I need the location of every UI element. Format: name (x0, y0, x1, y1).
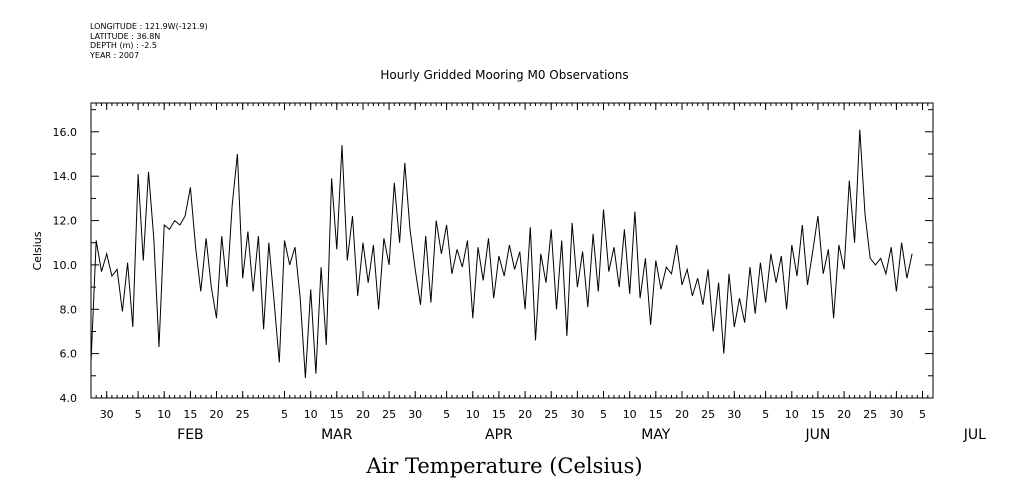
x-month-label: JUN (804, 427, 830, 443)
y-tick-label: 4.0 (60, 392, 78, 405)
x-tick-label: 15 (330, 408, 344, 421)
x-tick-label: 20 (356, 408, 370, 421)
x-tick-label: 10 (304, 408, 318, 421)
chart-title: Hourly Gridded Mooring M0 Observations (380, 68, 629, 82)
longitude-label: LONGITUDE : 121.9W(-121.9) (90, 22, 208, 31)
x-tick-label: 30 (889, 408, 903, 421)
x-tick-label: 5 (762, 408, 769, 421)
y-tick-label: 14.0 (53, 170, 78, 183)
x-tick-label: 25 (701, 408, 715, 421)
x-tick-label: 20 (518, 408, 532, 421)
x-month-label: MAY (641, 427, 671, 443)
x-tick-label: 30 (100, 408, 114, 421)
x-tick-label: 5 (919, 408, 926, 421)
x-month-label: JUL (963, 427, 986, 443)
x-axis-title: Air Temperature (Celsius) (366, 454, 643, 478)
x-tick-label: 20 (837, 408, 851, 421)
x-tick-label: 5 (135, 408, 142, 421)
x-tick-label: 10 (157, 408, 171, 421)
depth-label: DEPTH (m) : -2.5 (90, 41, 157, 50)
x-tick-label: 5 (281, 408, 288, 421)
latitude-label: LATITUDE : 36.8N (90, 31, 161, 41)
x-tick-label: 30 (408, 408, 422, 421)
x-month-label: APR (485, 427, 513, 443)
x-tick-label: 10 (785, 408, 799, 421)
x-tick-label: 5 (443, 408, 450, 421)
y-tick-label: 6.0 (60, 348, 78, 361)
x-tick-label: 30 (570, 408, 584, 421)
y-axis-title: Celsius (31, 231, 44, 270)
x-tick-label: 15 (492, 408, 506, 421)
x-tick-label: 15 (811, 408, 825, 421)
y-tick-label: 10.0 (53, 259, 78, 272)
y-tick-label: 12.0 (53, 215, 78, 228)
y-tick-label: 16.0 (53, 126, 78, 139)
x-tick-label: 25 (236, 408, 250, 421)
metadata-block: LONGITUDE : 121.9W(-121.9) LATITUDE : 36.… (90, 22, 208, 60)
series-line-air-temperature (90, 129, 913, 379)
x-tick-label: 25 (382, 408, 396, 421)
x-tick-label: 5 (600, 408, 607, 421)
x-tick-label: 15 (649, 408, 663, 421)
y-tick-label: 8.0 (60, 303, 78, 316)
x-tick-label: 20 (675, 408, 689, 421)
plot-frame (90, 102, 934, 399)
x-month-label: FEB (177, 427, 204, 443)
year-label: YEAR : 2007 (90, 50, 140, 60)
x-tick-label: 20 (210, 408, 224, 421)
x-tick-label: 25 (863, 408, 877, 421)
x-month-label: MAR (321, 427, 353, 443)
x-tick-label: 15 (183, 408, 197, 421)
x-tick-label: 30 (727, 408, 741, 421)
x-tick-label: 10 (466, 408, 480, 421)
x-tick-label: 25 (544, 408, 558, 421)
x-tick-label: 10 (623, 408, 637, 421)
